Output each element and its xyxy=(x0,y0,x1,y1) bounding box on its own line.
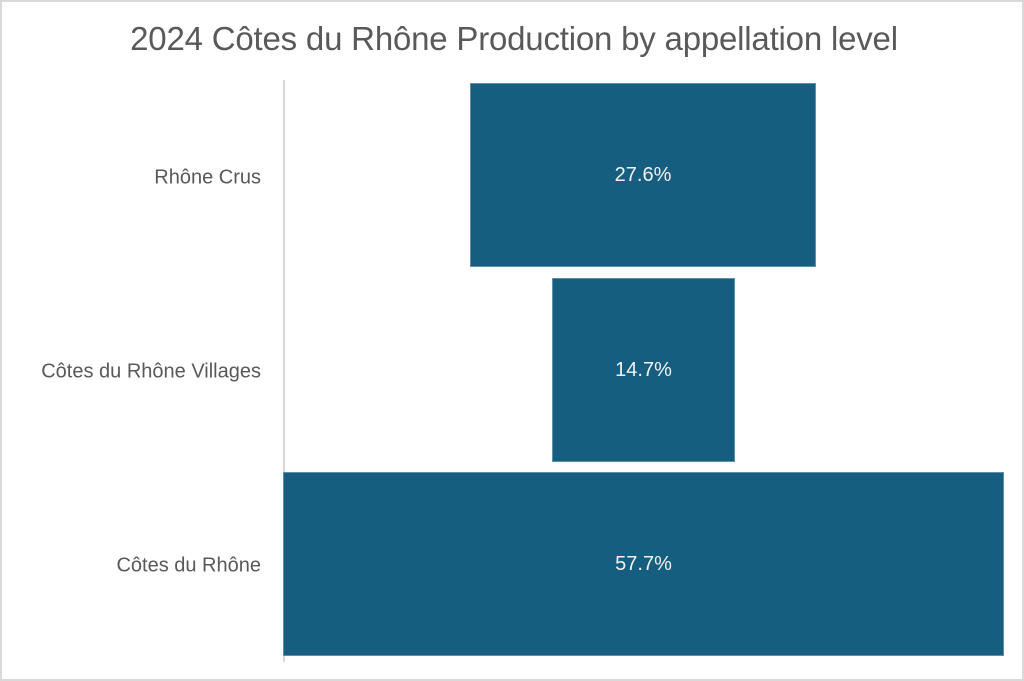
category-label-rhone-crus: Rhône Crus xyxy=(154,166,261,189)
category-label-cdr-villages: Côtes du Rhône Villages xyxy=(41,360,261,383)
bar-cdr-villages[interactable]: 14.7% xyxy=(552,278,735,462)
data-label: 27.6% xyxy=(614,163,672,186)
category-axis-line xyxy=(283,80,285,662)
category-label-cdr: Côtes du Rhône xyxy=(116,554,261,577)
bar-cdr[interactable]: 57.7% xyxy=(283,472,1004,656)
data-label: 14.7% xyxy=(615,358,672,381)
chart-title: 2024 Côtes du Rhône Production by appell… xyxy=(130,20,898,57)
bar-rhone-crus[interactable]: 27.6% xyxy=(470,83,816,267)
data-label: 57.7% xyxy=(615,552,672,575)
